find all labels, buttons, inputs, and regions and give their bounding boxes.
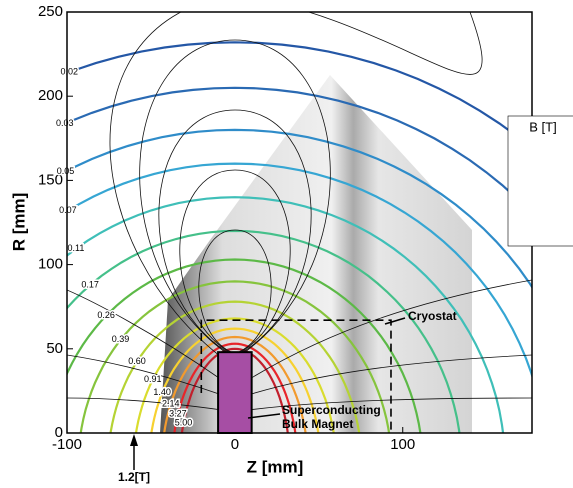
magnet bbox=[218, 352, 252, 433]
contour-label: 0.11 bbox=[67, 243, 84, 253]
y-axis-label: R [mm] bbox=[9, 193, 28, 252]
contour-label: 0.26 bbox=[97, 310, 115, 320]
y-tick-label: 200 bbox=[38, 87, 63, 104]
x-axis-label: Z [mm] bbox=[247, 457, 304, 476]
legend-box bbox=[508, 116, 573, 246]
contour-label: 0.07 bbox=[59, 205, 77, 215]
arrowhead bbox=[130, 434, 138, 446]
field-annotation: 1.2[T] bbox=[118, 470, 150, 484]
contour-label: 0.05 bbox=[57, 166, 75, 176]
contour-label: 5.00 bbox=[175, 418, 193, 428]
contour-label: 0.91 bbox=[144, 374, 162, 384]
magnet-annotation: Superconducting bbox=[282, 403, 381, 417]
magnet-annotation: Bulk Magnet bbox=[282, 417, 353, 431]
y-tick-label: 50 bbox=[46, 340, 63, 357]
y-tick-label: 0 bbox=[55, 424, 63, 441]
contour-label: 0.02 bbox=[60, 66, 78, 76]
contour-label: 0.17 bbox=[81, 279, 99, 289]
chart: -10001000501001502002500.020.030.050.070… bbox=[0, 0, 573, 488]
contour-label: 0.03 bbox=[56, 118, 74, 128]
x-tick-label: 0 bbox=[231, 436, 239, 453]
x-tick-label: 100 bbox=[390, 436, 415, 453]
contour-label: 0.60 bbox=[128, 356, 146, 366]
contour-label: 0.39 bbox=[112, 334, 130, 344]
legend-title: B [T] bbox=[529, 119, 556, 134]
y-tick-label: 100 bbox=[38, 256, 63, 273]
contour-label: 1.40 bbox=[153, 387, 171, 397]
contour-label: 2.14 bbox=[162, 399, 180, 409]
cryostat-annotation: Cryostat bbox=[408, 309, 457, 323]
y-tick-label: 250 bbox=[38, 3, 63, 20]
